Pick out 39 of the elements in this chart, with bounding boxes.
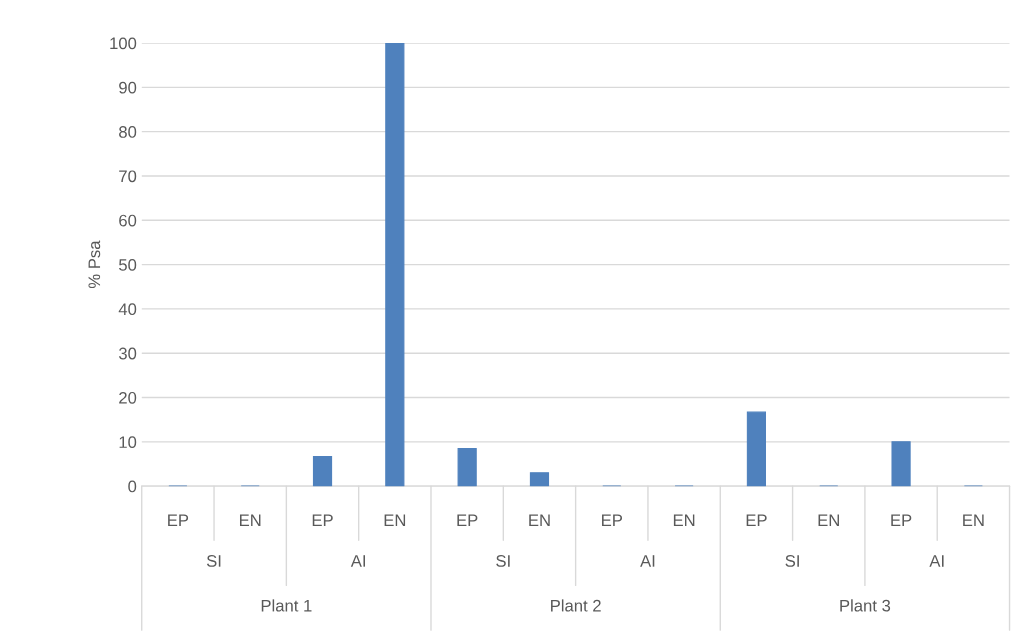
text: AI [350,555,366,567]
y-axis-title: % Psa [88,240,101,289]
text: SI [785,555,799,567]
text: Plant 2 [551,599,601,612]
x-tick-label: EP [746,514,767,526]
y-tick-label: 30 [118,347,137,360]
y-tick-label: 10 [119,436,137,449]
y-tick-label: 0 [128,480,137,493]
y-tick-label: 100 [110,37,137,50]
y-tick-label: 80 [119,126,137,138]
text: Plant 1 [261,599,312,612]
y-tick-label: 40 [118,303,137,316]
x-tick-label: EN [529,514,550,526]
x-tick-label: EN [384,514,406,526]
y-tick-label: 90 [119,81,137,94]
x-tick-label: EP [168,514,189,526]
x-tick-label: EP [312,514,333,526]
x-tick-label: EN [239,514,261,526]
text: SI [496,555,510,567]
y-tick-label: 20 [119,391,137,404]
y-tick-label: 60 [119,214,137,227]
text: Plant 3 [840,599,891,612]
text: AI [929,555,944,567]
x-tick-label: EP [891,514,912,526]
x-tick-label: EP [602,514,623,526]
y-tick-label: 70 [119,170,137,183]
text: AI [640,555,655,567]
x-tick-label: EN [963,514,984,526]
x-tick-label: EN [673,514,695,526]
text: SI [206,555,221,567]
bar [746,411,767,487]
bar [457,447,477,487]
y-tick-label: 50 [119,259,137,271]
x-tick-label: EN [818,514,839,526]
bar [385,43,405,487]
bar [891,441,911,487]
bar [312,455,333,487]
x-tick-label: EP [457,514,478,526]
bar [529,472,550,487]
